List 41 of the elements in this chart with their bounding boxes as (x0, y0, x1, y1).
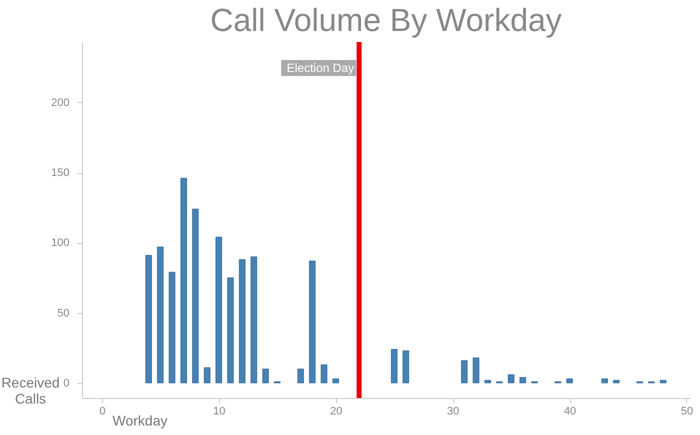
bar (461, 360, 468, 384)
bar (320, 364, 328, 384)
y-tick-label: 200 (51, 96, 70, 109)
x-tick-label: 30 (447, 406, 460, 418)
bar (297, 368, 304, 384)
bar (238, 259, 246, 384)
y-tick-label: 100 (51, 237, 70, 250)
bar (157, 246, 164, 384)
bar (332, 378, 339, 384)
bar (566, 378, 573, 384)
bar (192, 208, 199, 384)
bar (145, 255, 152, 384)
chart-title: Call Volume By Workday (210, 2, 562, 38)
bar (472, 357, 480, 384)
bar (168, 272, 176, 384)
x-tick-label: 20 (330, 406, 342, 418)
x-tick-label: 10 (213, 406, 226, 418)
bar (309, 260, 316, 384)
bar (180, 178, 187, 384)
bar (227, 277, 234, 384)
bar (250, 256, 258, 384)
bar (216, 236, 222, 384)
bar (660, 380, 666, 384)
x-tick-label: 50 (680, 406, 694, 418)
x-tick-label: 0 (99, 406, 106, 418)
x-axis-title: Workday (112, 412, 168, 428)
bar (262, 368, 269, 384)
y-tick-label: 0 (63, 377, 70, 390)
bar (204, 367, 210, 384)
bar (520, 377, 526, 384)
x-tick-label: 40 (564, 406, 576, 418)
y-tick-label: 150 (51, 167, 70, 179)
y-tick-label: 50 (57, 307, 70, 320)
bar (508, 374, 514, 384)
y-axis-title: Received Calls (1, 374, 60, 406)
bar (390, 349, 398, 384)
bar (613, 380, 620, 384)
bar (601, 378, 608, 384)
bar (484, 380, 491, 384)
bar (402, 350, 410, 384)
ref-line-label: Election Day (286, 61, 354, 75)
